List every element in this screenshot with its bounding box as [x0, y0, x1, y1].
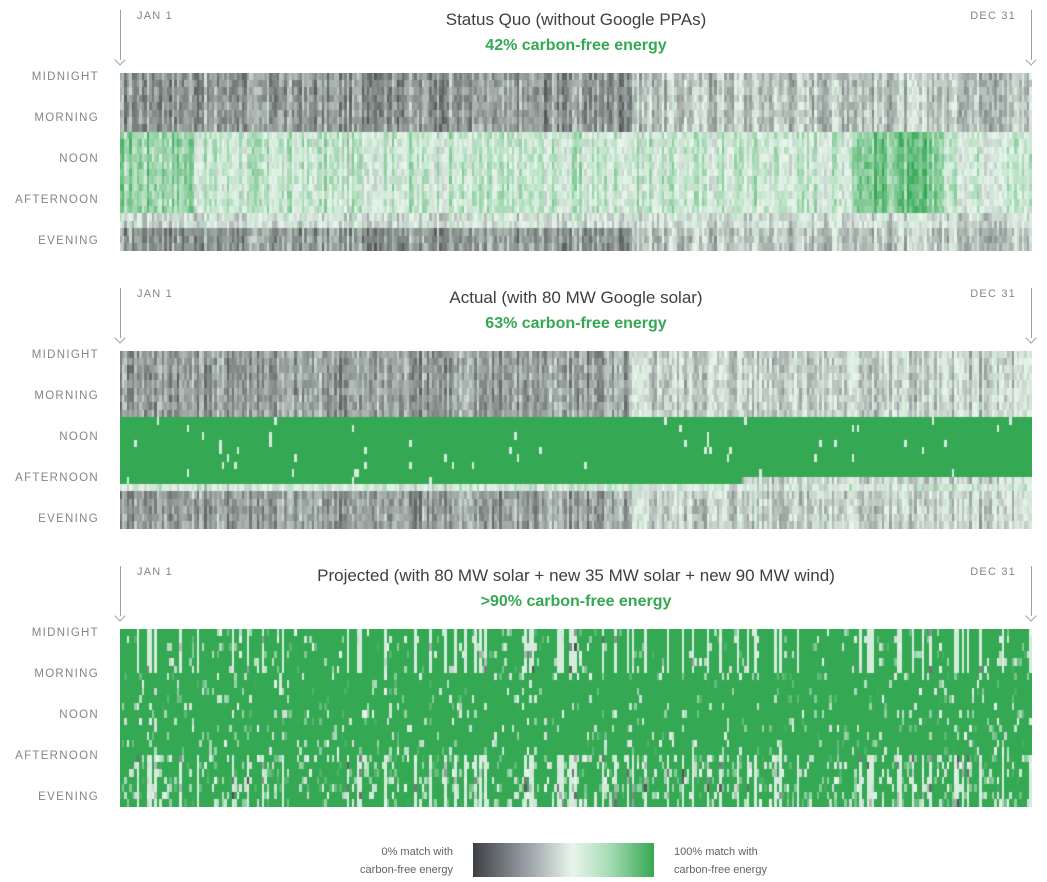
y-label-morning: MORNING	[34, 390, 99, 402]
y-label-noon: NOON	[59, 431, 99, 443]
legend-high-label: 100% match with carbon-free energy	[674, 843, 834, 879]
dec-marker-line	[1031, 566, 1032, 616]
y-label-morning: MORNING	[34, 668, 99, 680]
jan-marker-arrow	[114, 54, 126, 66]
y-label-midnight: MIDNIGHT	[31, 71, 99, 83]
legend-low-label: 0% match with carbon-free energy	[300, 843, 453, 879]
y-label-midnight: MIDNIGHT	[31, 349, 99, 361]
jan-marker-line	[120, 288, 121, 338]
panel-title: Actual (with 80 MW Google solar)	[449, 288, 703, 307]
legend-low-line2: carbon-free energy	[360, 864, 453, 876]
heatmap-panel-status-quo: JAN 1 DEC 31 Status Quo (without Google …	[0, 0, 1047, 251]
y-label-noon: NOON	[59, 153, 99, 165]
dec-marker-line	[1031, 10, 1032, 60]
x-end-label: DEC 31	[970, 10, 1016, 22]
x-start-label: JAN 1	[137, 10, 173, 22]
y-label-midnight: MIDNIGHT	[31, 627, 99, 639]
jan-marker-line	[120, 10, 121, 60]
jan-marker-line	[120, 566, 121, 616]
heatmap-canvas-status-quo	[120, 73, 1032, 251]
panel-title: Projected (with 80 MW solar + new 35 MW …	[317, 566, 835, 585]
panel-subtitle: >90% carbon-free energy	[480, 593, 672, 610]
heatmap-canvas-actual	[120, 351, 1032, 529]
legend-color-scale	[473, 843, 654, 877]
y-label-afternoon: AFTERNOON	[15, 750, 99, 762]
y-label-evening: EVENING	[38, 513, 99, 525]
x-end-label: DEC 31	[970, 566, 1016, 578]
dec-marker-arrow	[1025, 54, 1037, 66]
y-label-morning: MORNING	[34, 112, 99, 124]
panel-subtitle: 42% carbon-free energy	[485, 37, 667, 54]
dec-marker-arrow	[1025, 610, 1037, 622]
y-label-evening: EVENING	[38, 235, 99, 247]
legend-high-line1: 100% match with	[674, 846, 758, 858]
panel-title: Status Quo (without Google PPAs)	[445, 10, 707, 29]
y-label-afternoon: AFTERNOON	[15, 194, 99, 206]
panel-subtitle: 63% carbon-free energy	[485, 315, 667, 332]
heatmap-panel-projected: JAN 1 DEC 31 Projected (with 80 MW solar…	[0, 556, 1047, 807]
x-start-label: JAN 1	[137, 566, 173, 578]
jan-marker-arrow	[114, 610, 126, 622]
x-start-label: JAN 1	[137, 288, 173, 300]
y-label-evening: EVENING	[38, 791, 99, 803]
x-end-label: DEC 31	[970, 288, 1016, 300]
dec-marker-arrow	[1025, 332, 1037, 344]
y-label-noon: NOON	[59, 709, 99, 721]
heatmap-canvas-projected	[120, 629, 1032, 807]
heatmap-panel-actual: JAN 1 DEC 31 Actual (with 80 MW Google s…	[0, 278, 1047, 529]
dec-marker-line	[1031, 288, 1032, 338]
legend-low-line1: 0% match with	[381, 846, 453, 858]
y-label-afternoon: AFTERNOON	[15, 472, 99, 484]
jan-marker-arrow	[114, 332, 126, 344]
legend-high-line2: carbon-free energy	[674, 864, 767, 876]
